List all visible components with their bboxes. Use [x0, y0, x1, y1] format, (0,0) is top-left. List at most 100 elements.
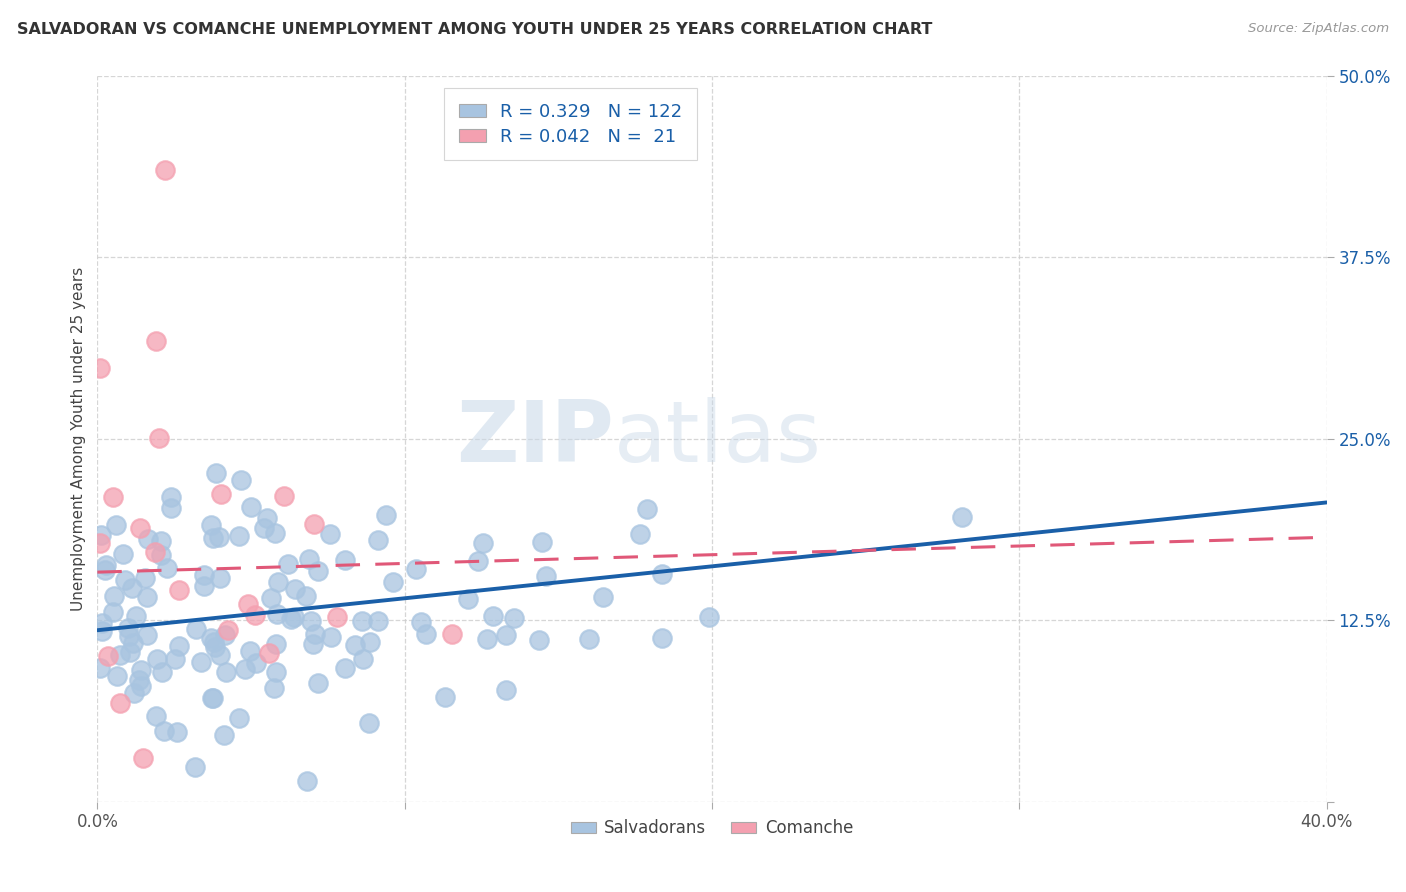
Point [150, 665, 173, 680]
Point [415, 627, 437, 641]
Point [592, 590, 614, 604]
Point [143, 545, 166, 559]
Point [651, 632, 673, 646]
Point [284, 582, 307, 597]
Point [145, 709, 167, 723]
Point [434, 690, 457, 704]
Point [534, 569, 557, 583]
Point [89, 661, 111, 675]
Point [208, 648, 231, 662]
Point [215, 665, 238, 679]
Point [105, 517, 128, 532]
Point [495, 682, 517, 697]
Point [952, 510, 974, 524]
Point [343, 638, 366, 652]
Point [201, 691, 224, 706]
Point [267, 574, 290, 589]
Point [105, 669, 128, 683]
Point [200, 632, 222, 646]
Point [475, 632, 498, 646]
Point [91, 615, 114, 630]
Point [163, 652, 186, 666]
Point [302, 637, 325, 651]
Point [326, 609, 349, 624]
Point [135, 590, 157, 604]
Point [264, 525, 287, 540]
Point [129, 521, 152, 535]
Point [101, 490, 124, 504]
Point [266, 665, 288, 680]
Point [201, 531, 224, 545]
Point [122, 686, 145, 700]
Point [96, 558, 118, 572]
Point [153, 724, 176, 739]
Point [148, 431, 170, 445]
Point [160, 500, 183, 515]
Point [150, 548, 173, 562]
Point [367, 533, 389, 548]
Point [236, 597, 259, 611]
Point [145, 334, 167, 349]
Point [527, 632, 550, 647]
Point [167, 639, 190, 653]
Point [118, 629, 141, 643]
Point [228, 529, 250, 543]
Point [367, 614, 389, 628]
Point [374, 508, 396, 522]
Point [129, 663, 152, 677]
Point [302, 517, 325, 532]
Point [697, 610, 720, 624]
Point [409, 615, 432, 630]
Point [440, 627, 463, 641]
Point [239, 500, 262, 515]
Point [280, 612, 302, 626]
Point [204, 640, 226, 654]
Point [146, 651, 169, 665]
Point [200, 518, 222, 533]
Point [190, 655, 212, 669]
Point [283, 610, 305, 624]
Point [253, 521, 276, 535]
Point [266, 607, 288, 621]
Point [319, 631, 342, 645]
Point [531, 535, 554, 549]
Point [382, 574, 405, 589]
Point [259, 646, 281, 660]
Point [108, 648, 131, 662]
Legend: Salvadorans, Comanche: Salvadorans, Comanche [564, 813, 859, 844]
Point [277, 558, 299, 572]
Point [90, 624, 112, 638]
Point [628, 527, 651, 541]
Point [333, 553, 356, 567]
Point [89, 536, 111, 550]
Point [125, 609, 148, 624]
Point [495, 628, 517, 642]
Point [239, 644, 262, 658]
Point [228, 711, 250, 725]
Point [205, 466, 228, 480]
Point [273, 489, 295, 503]
Point [208, 530, 231, 544]
Y-axis label: Unemployment Among Youth under 25 years: Unemployment Among Youth under 25 years [72, 267, 86, 611]
Point [503, 610, 526, 624]
Point [307, 676, 329, 690]
Point [167, 583, 190, 598]
Text: atlas: atlas [613, 397, 821, 480]
Point [472, 536, 495, 550]
Point [578, 632, 600, 647]
Point [159, 490, 181, 504]
Text: SALVADORAN VS COMANCHE UNEMPLOYMENT AMONG YOUTH UNDER 25 YEARS CORRELATION CHART: SALVADORAN VS COMANCHE UNEMPLOYMENT AMON… [17, 22, 932, 37]
Point [114, 574, 136, 588]
Point [101, 605, 124, 619]
Point [212, 728, 235, 742]
Point [231, 473, 253, 487]
Point [295, 589, 318, 603]
Point [307, 564, 329, 578]
Point [209, 487, 232, 501]
Point [120, 645, 142, 659]
Point [121, 636, 143, 650]
Text: Source: ZipAtlas.com: Source: ZipAtlas.com [1249, 22, 1389, 36]
Point [193, 568, 215, 582]
Point [260, 591, 283, 605]
Point [357, 715, 380, 730]
